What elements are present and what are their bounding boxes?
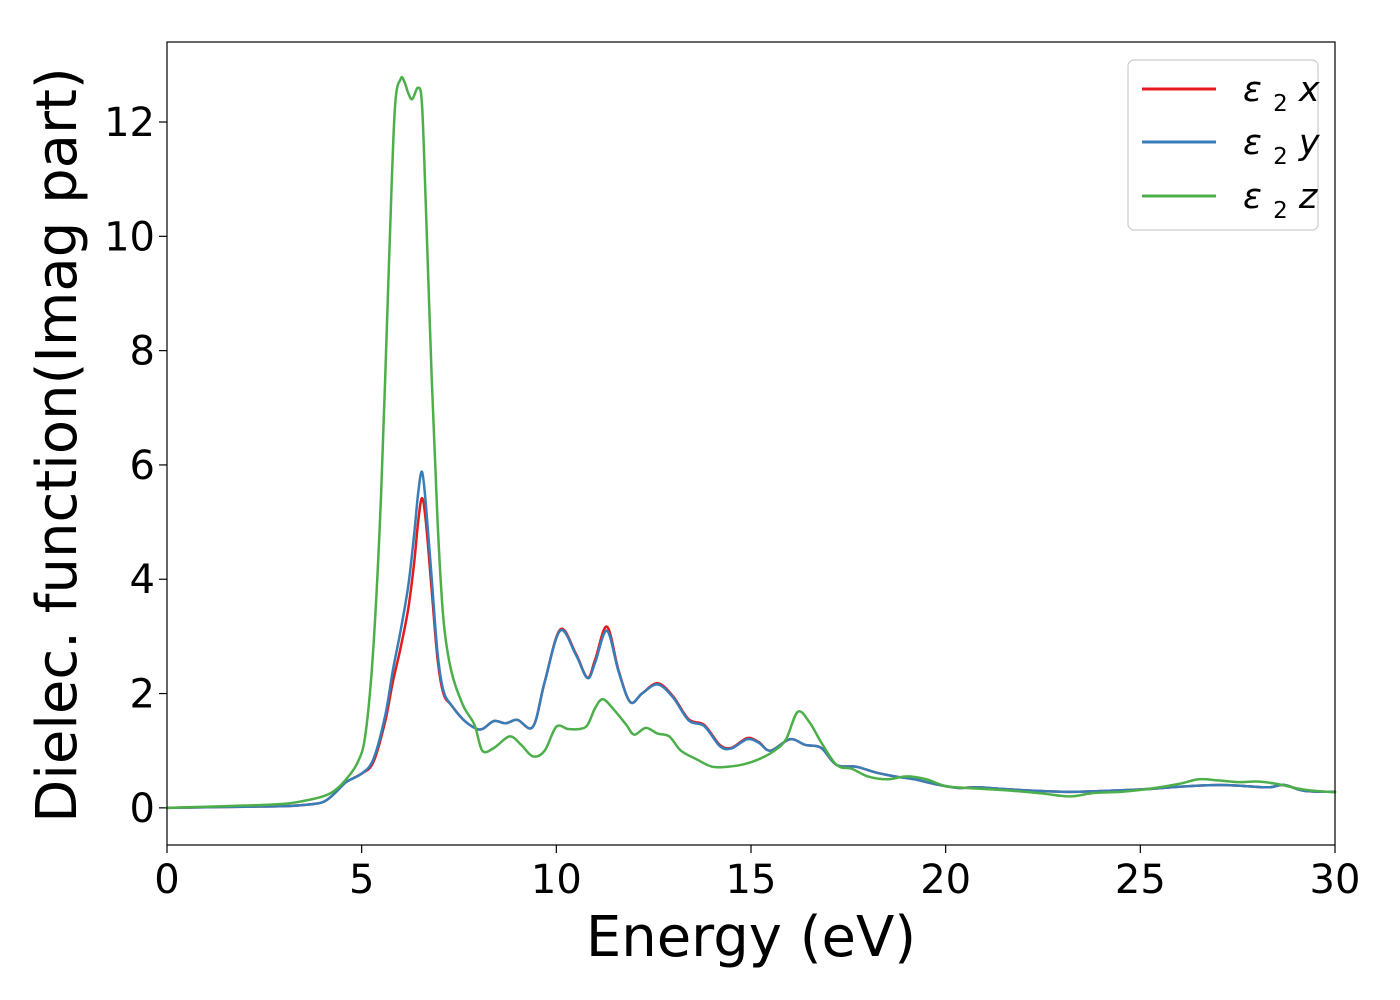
- y-tick-label-6: 12: [104, 100, 155, 146]
- legend-label-e2y-suffix: y: [1298, 123, 1321, 163]
- legend-label-e2x: ε 2 x: [1243, 70, 1320, 120]
- x-tick-label-0: 0: [154, 857, 179, 903]
- legend-label-e2z-suffix: z: [1298, 177, 1318, 217]
- y-tick-label-5: 10: [104, 214, 155, 260]
- x-tick-label-4: 20: [920, 857, 971, 903]
- series-line-e2z: [165, 76, 1337, 810]
- plot-frame: [166, 41, 1336, 846]
- legend-label-e2z-main: ε: [1243, 177, 1262, 217]
- tick-layer: 0 5 10 15 20 25 30 0 2 4 6 8 10 12: [104, 100, 1360, 903]
- y-tick-label-0: 0: [130, 786, 155, 832]
- x-tick-label-6: 30: [1310, 857, 1361, 903]
- legend: ε 2 x ε 2 y ε 2 z: [1127, 59, 1321, 231]
- legend-label-e2y: ε 2 y: [1243, 123, 1321, 173]
- legend-label-e2x-main: ε: [1243, 70, 1262, 110]
- legend-label-e2x-suffix: x: [1298, 70, 1320, 110]
- y-tick-label-3: 6: [130, 443, 155, 489]
- x-tick-label-5: 25: [1115, 857, 1166, 903]
- y-axis-label: Dielec. function(Imag part): [25, 67, 90, 823]
- x-axis-label: Energy (eV): [586, 905, 916, 970]
- x-tick-label-3: 15: [726, 857, 777, 903]
- series-line-e2y: [165, 470, 1337, 810]
- legend-label-e2z: ε 2 z: [1243, 177, 1318, 227]
- legend-label-e2z-sub: 2: [1273, 198, 1288, 224]
- series-layer: [165, 76, 1337, 810]
- legend-label-e2x-sub: 2: [1273, 91, 1288, 117]
- x-tick-label-1: 5: [349, 857, 374, 903]
- y-tick-label-1: 2: [130, 672, 155, 718]
- x-tick-label-2: 10: [531, 857, 582, 903]
- y-tick-label-2: 4: [130, 557, 155, 603]
- legend-box: [1127, 59, 1319, 231]
- legend-label-e2y-main: ε: [1243, 123, 1262, 163]
- y-tick-label-4: 8: [130, 329, 155, 375]
- legend-label-e2y-sub: 2: [1273, 144, 1288, 170]
